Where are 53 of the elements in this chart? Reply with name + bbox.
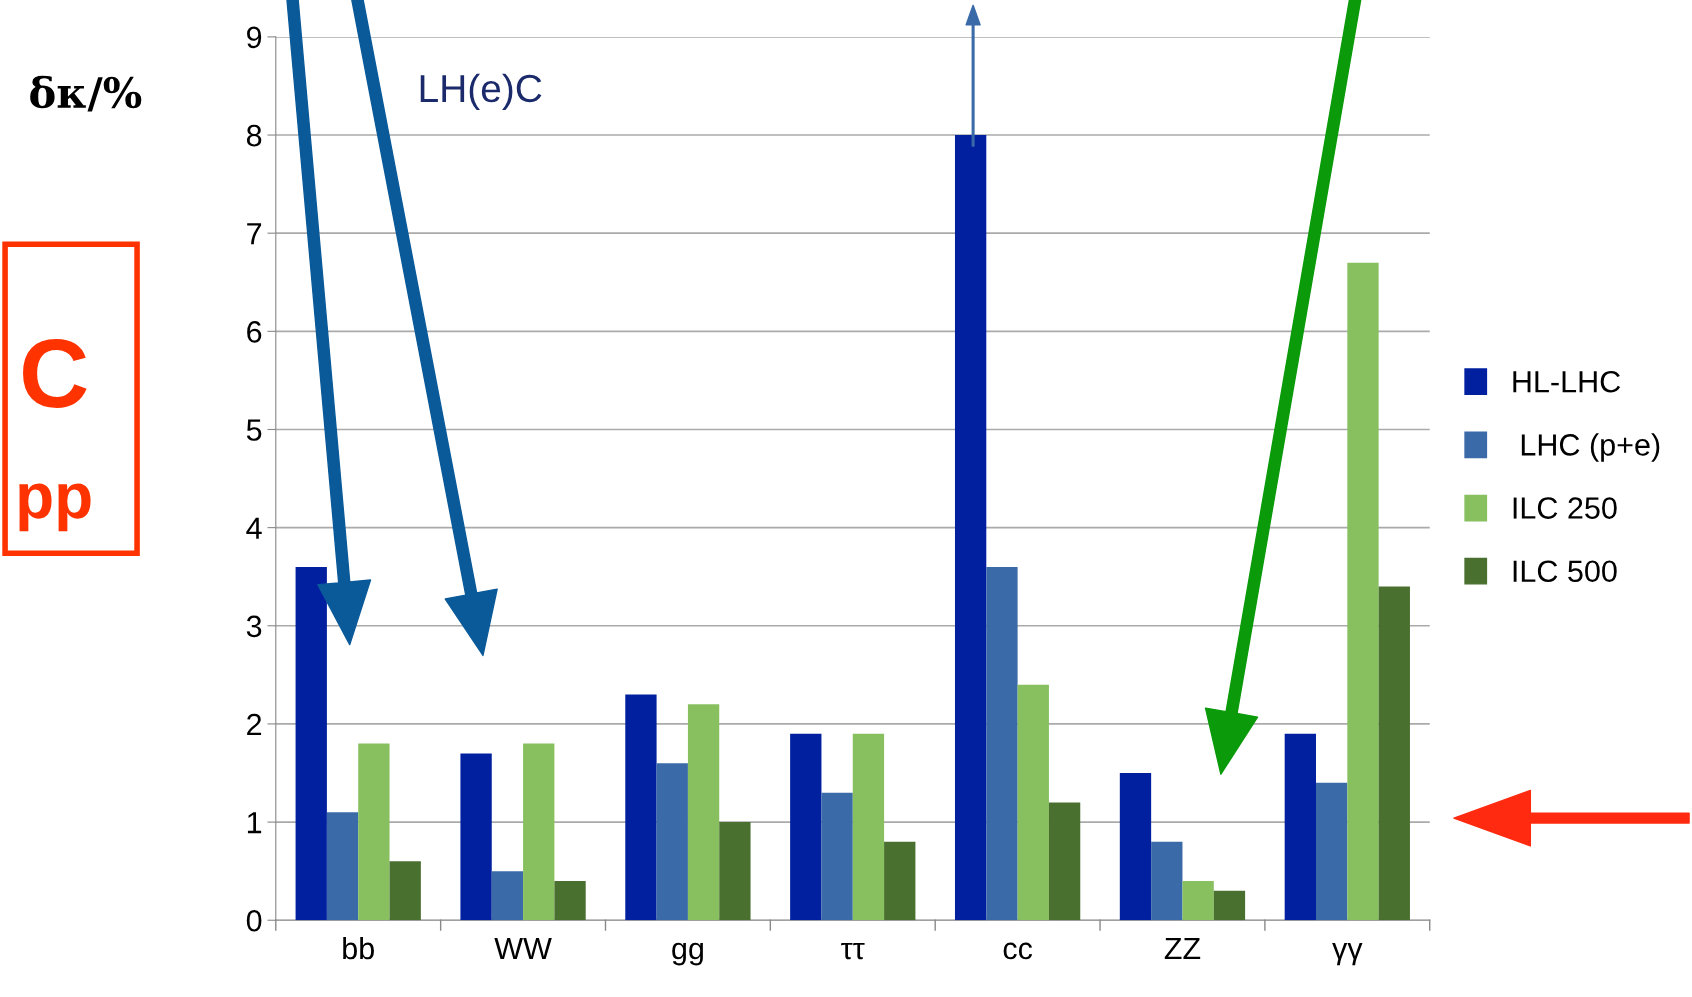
x-tick-label: gg bbox=[672, 942, 703, 966]
bar bbox=[1213, 890, 1246, 921]
bar bbox=[1151, 841, 1183, 921]
bar bbox=[1347, 262, 1379, 921]
bar bbox=[821, 792, 853, 921]
legend-label: HL-LHC bbox=[1513, 370, 1621, 393]
y-tick-label: 6 bbox=[247, 321, 262, 343]
bar bbox=[460, 753, 492, 921]
legend-label: ILC 500 bbox=[1513, 560, 1617, 583]
y-tick-label: 9 bbox=[247, 26, 262, 49]
text: C bbox=[23, 339, 87, 408]
x-tick-label: bb bbox=[343, 936, 374, 960]
y-tick-label: 4 bbox=[246, 517, 262, 539]
bar bbox=[326, 812, 359, 921]
y-tick-label: 8 bbox=[246, 124, 262, 147]
legend-label: LHC (p+e) bbox=[1521, 433, 1660, 462]
bar bbox=[295, 566, 327, 921]
bar bbox=[1017, 684, 1049, 921]
y-tick-label: 1 bbox=[247, 812, 262, 834]
bar bbox=[1284, 733, 1316, 921]
bar bbox=[358, 743, 390, 921]
bar bbox=[954, 135, 987, 921]
legend-label: ILC 250 bbox=[1513, 497, 1617, 519]
bar bbox=[1048, 802, 1081, 921]
y-tick-label: 2 bbox=[247, 713, 262, 735]
bar bbox=[790, 733, 822, 921]
y-tick-label: 5 bbox=[246, 419, 262, 441]
y-axis-title: δκ/% bbox=[30, 75, 142, 112]
x-tick-label: ττ bbox=[841, 942, 865, 960]
bar bbox=[389, 861, 421, 921]
bar bbox=[625, 694, 657, 921]
bar bbox=[656, 763, 688, 921]
y-tick-label: 3 bbox=[246, 615, 262, 638]
bar bbox=[687, 704, 720, 921]
text: pp bbox=[19, 483, 91, 532]
x-tick-label: WW bbox=[494, 938, 552, 960]
y-tick-label: 7 bbox=[247, 223, 262, 245]
bar bbox=[554, 880, 586, 921]
x-tick-label: ZZ bbox=[1164, 938, 1201, 960]
bar bbox=[719, 822, 751, 921]
bar bbox=[884, 841, 916, 921]
bar bbox=[1119, 773, 1152, 921]
bar bbox=[1315, 782, 1348, 921]
bar bbox=[1182, 880, 1214, 921]
bar bbox=[986, 566, 1018, 921]
bar bbox=[1378, 586, 1410, 921]
x-tick-label: γγ bbox=[1332, 942, 1363, 966]
bar bbox=[523, 743, 555, 921]
x-tick-label: cc bbox=[1003, 942, 1033, 960]
bar bbox=[852, 733, 885, 921]
annotation: LH(e)C bbox=[420, 73, 542, 110]
y-tick-label: 0 bbox=[246, 909, 262, 932]
bar bbox=[491, 871, 524, 921]
